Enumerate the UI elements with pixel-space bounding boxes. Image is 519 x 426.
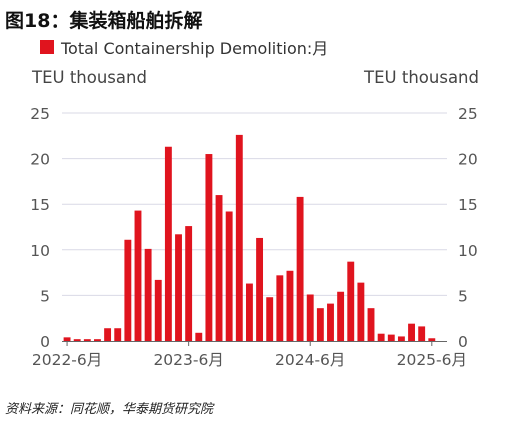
bar (397, 336, 405, 341)
x-tick-label: 2023-6月 (153, 351, 223, 369)
bar (185, 226, 193, 341)
bar (175, 234, 182, 341)
y-tick-label-left: 25 (30, 105, 50, 123)
y-axis-label-right: TEU thousand (364, 68, 479, 87)
y-tick-label-right: 5 (458, 287, 468, 305)
bar (235, 134, 243, 341)
bar (104, 328, 112, 341)
x-tick-label: 2025-6月 (397, 351, 467, 369)
bar (124, 239, 132, 341)
bar (316, 308, 324, 341)
legend: Total Containership Demolition:月 (40, 35, 328, 59)
y-tick-label-left: 5 (40, 287, 50, 305)
bar (387, 334, 395, 341)
bar (134, 210, 142, 341)
bar (306, 294, 314, 341)
y-axis-label-left: TEU thousand (32, 68, 147, 87)
y-tick-label-left: 20 (30, 151, 50, 169)
legend-swatch (40, 40, 54, 54)
bar (215, 195, 223, 341)
bar (144, 248, 152, 341)
bar (408, 323, 415, 341)
y-tick-label-right: 20 (458, 151, 478, 169)
bar (266, 297, 274, 341)
bar (418, 326, 426, 341)
bar (63, 337, 71, 341)
y-tick-label-left: 10 (30, 242, 50, 260)
bar (347, 261, 355, 341)
y-tick-label-right: 15 (458, 196, 478, 214)
y-tick-label-left: 15 (30, 196, 50, 214)
y-tick-label-right: 0 (458, 333, 468, 351)
bar (357, 282, 365, 341)
legend-label: Total Containership Demolition:月 (61, 39, 329, 58)
y-tick-label-right: 25 (458, 105, 478, 123)
bar (83, 339, 91, 341)
x-tick-label: 2024-6月 (275, 351, 345, 369)
bar (296, 196, 304, 341)
bar (367, 308, 375, 341)
bar (256, 237, 264, 341)
x-tick-label: 2022-6月 (32, 351, 102, 369)
chart-title: 图18：集装箱船舶拆解 (5, 10, 203, 32)
bar (428, 338, 436, 341)
bar (276, 275, 284, 341)
bar (154, 279, 162, 341)
bar (73, 339, 81, 341)
y-tick-label-right: 10 (458, 242, 478, 260)
bar (164, 146, 172, 341)
bar (286, 270, 294, 341)
bar (337, 291, 345, 341)
bar (377, 333, 385, 341)
y-tick-label-left: 0 (40, 333, 50, 351)
bar (245, 283, 253, 341)
bar (225, 211, 233, 341)
source-note: 资料来源：同花顺，华泰期货研究院 (5, 402, 214, 417)
bar (205, 154, 213, 341)
bar (94, 339, 101, 341)
bar (195, 332, 203, 341)
bar (114, 328, 122, 341)
bar (327, 303, 334, 341)
